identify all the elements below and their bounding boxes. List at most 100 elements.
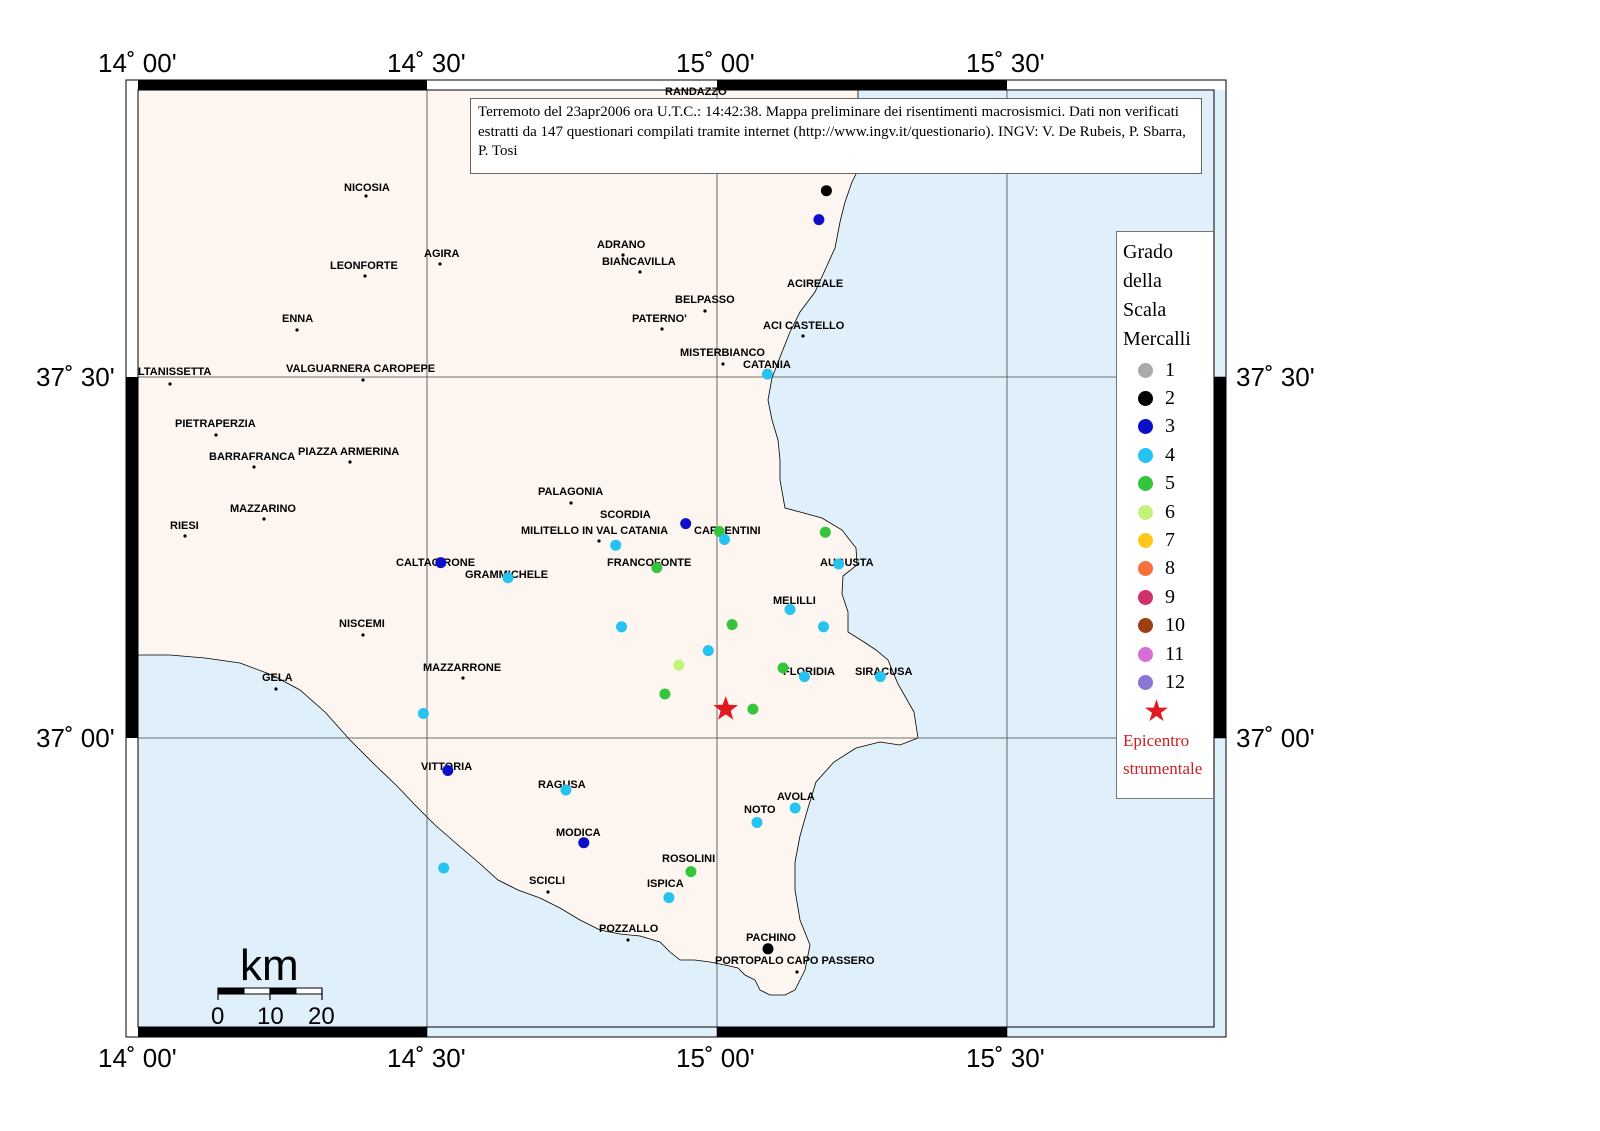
intensity-point xyxy=(663,892,675,904)
town-label: BIANCAVILLA xyxy=(602,256,676,268)
lat-label: 37˚ 00' xyxy=(1236,723,1315,753)
intensity-point xyxy=(685,866,697,878)
legend-swatch xyxy=(1138,447,1153,463)
town-label: VALGUARNERA CAROPEPE xyxy=(286,363,435,375)
lon-label: 15˚ 30' xyxy=(966,1043,1045,1073)
town-label: SIRACUSA xyxy=(855,666,913,678)
town-dot xyxy=(569,501,573,505)
scale-label: 20 xyxy=(308,1003,335,1030)
town-dot xyxy=(721,362,725,366)
legend-row: 9 xyxy=(1123,583,1213,611)
town-label: ACIREALE xyxy=(787,278,843,290)
town-label: RAGUSA xyxy=(538,779,586,791)
epicenter-star xyxy=(713,696,738,720)
town: MISTERBIANCO xyxy=(680,347,765,366)
legend-row: 8 xyxy=(1123,555,1213,583)
intensity-point xyxy=(751,817,763,828)
town-label: MELILLI xyxy=(773,595,816,607)
town-label: MILITELLO IN VAL CATANIA xyxy=(521,525,668,537)
town-label: SCICLI xyxy=(529,875,565,887)
town-dot xyxy=(361,633,365,637)
legend-swatch xyxy=(1138,419,1153,435)
town: VALGUARNERA CAROPEPE xyxy=(286,363,435,382)
town-label: CARLENTINI xyxy=(694,525,761,537)
town: ENNA xyxy=(282,313,313,332)
town-label: AUGUSTA xyxy=(820,557,874,569)
lon-label: 14˚ 00' xyxy=(98,1043,177,1073)
intensity-point xyxy=(761,368,773,380)
town-label: MODICA xyxy=(556,827,601,839)
town-label: ENNA xyxy=(282,313,313,325)
town-label: FRANCOFONTE xyxy=(607,557,691,569)
legend-swatch xyxy=(1138,391,1153,407)
intensity-point xyxy=(762,943,774,955)
town-label: MAZZARINO xyxy=(230,503,296,515)
town: AGIRA xyxy=(424,248,460,266)
sicily-land xyxy=(137,89,919,996)
scale-bar: km 0 10 20 xyxy=(211,941,335,1030)
lat-label: 37˚ 00' xyxy=(36,723,115,753)
town-label: NICOSIA xyxy=(344,182,390,194)
town-label: SCORDIA xyxy=(600,509,651,521)
town: BELPASSO xyxy=(675,294,735,313)
legend-label: 7 xyxy=(1165,529,1175,552)
town-label: PATERNO' xyxy=(632,313,687,325)
town-label: LTANISSETTA xyxy=(138,366,211,378)
town-dot xyxy=(183,534,187,538)
town-dot xyxy=(801,334,805,338)
legend-swatch xyxy=(1138,589,1153,605)
legend-label: 4 xyxy=(1165,443,1175,466)
legend-title: Grado della Scala Mercalli xyxy=(1123,238,1213,354)
lon-label: 15˚ 00' xyxy=(676,48,755,78)
legend-row: 3 xyxy=(1123,413,1213,441)
town-dot xyxy=(252,465,256,469)
town-dot xyxy=(597,539,601,543)
town-dot xyxy=(274,687,278,691)
town: BIANCAVILLA xyxy=(602,256,676,274)
info-text: Terremoto del 23apr2006 ora U.T.C.: 14:4… xyxy=(478,104,1186,159)
scale-label: 10 xyxy=(257,1003,284,1030)
town-dot xyxy=(626,938,630,942)
intensity-point xyxy=(651,562,663,574)
town-dot xyxy=(546,890,550,894)
town-dot xyxy=(363,274,367,278)
town: ACI CASTELLO xyxy=(763,320,845,338)
intensity-point xyxy=(726,619,738,631)
lon-label: 14˚ 30' xyxy=(387,1043,466,1073)
epicenter-star-icon: ★ xyxy=(1143,694,1170,728)
town-label: PALAGONIA xyxy=(538,486,603,498)
town-label: AVOLA xyxy=(777,791,815,803)
intensity-point xyxy=(680,518,692,530)
town: PORTOPALO CAPO PASSERO xyxy=(715,955,875,974)
town-label: RIESI xyxy=(170,520,199,532)
town-label: BELPASSO xyxy=(675,294,735,306)
town: NOTO xyxy=(744,804,776,816)
latitude-labels: 37˚ 30' 37˚ 00' 37˚ 30' 37˚ 00' xyxy=(36,362,1315,753)
info-box: Terremoto del 23apr2006 ora U.T.C.: 14:4… xyxy=(470,98,1202,174)
town: PACHINO xyxy=(746,932,796,944)
legend-label: 6 xyxy=(1165,500,1175,523)
town: ISPICA xyxy=(647,878,684,890)
legend-swatch xyxy=(1138,618,1153,634)
legend-swatch xyxy=(1138,362,1153,378)
town: LTANISSETTA xyxy=(138,366,211,386)
legend-epicenter-line: Epicentro xyxy=(1123,730,1190,750)
town-label: MAZZARRONE xyxy=(423,662,501,674)
town: CARLENTINI xyxy=(694,525,761,537)
town: AUGUSTA xyxy=(820,557,874,569)
lat-label: 37˚ 30' xyxy=(36,362,115,392)
town-dot xyxy=(348,460,352,464)
intensity-point xyxy=(819,526,831,538)
town-label: ROSOLINI xyxy=(662,853,715,865)
lon-label: 14˚ 00' xyxy=(98,48,177,78)
legend-label: 11 xyxy=(1165,642,1185,665)
legend-row: 2 xyxy=(1123,384,1213,412)
town: RANDAZZO xyxy=(665,86,727,98)
intensity-point xyxy=(702,645,714,657)
town-label: PORTOPALO CAPO PASSERO xyxy=(715,955,875,967)
legend-row: 10 xyxy=(1123,612,1213,640)
legend-row: 7 xyxy=(1123,526,1213,554)
longitude-labels-top: 14˚ 00' 14˚ 30' 15˚ 00' 15˚ 30' xyxy=(98,48,1045,78)
town: GELA xyxy=(262,672,293,691)
legend-swatch xyxy=(1138,674,1153,690)
